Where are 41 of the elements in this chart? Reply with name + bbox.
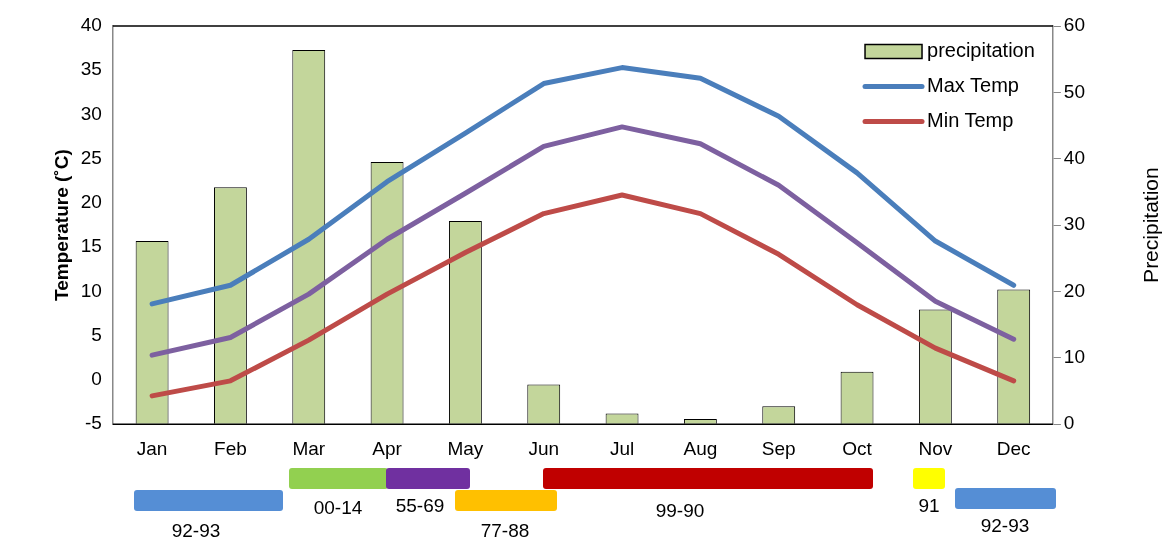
text: 00-14: [313, 496, 363, 518]
x-tick-label: Jan: [136, 437, 168, 459]
x-tick-label: Jul: [609, 437, 635, 459]
x-tick-label: Sep: [761, 437, 796, 459]
y2-tick-label: 60: [1063, 14, 1086, 36]
y-tick-label: 10: [80, 279, 102, 301]
legend-label: precipitation: [927, 39, 1035, 62]
y2-tick-label: 20: [1063, 279, 1086, 301]
x-tick-label: Jun: [528, 437, 560, 459]
y-tick-label: 35: [80, 58, 102, 80]
y2-tick-label: 0: [1063, 412, 1075, 434]
x-tick-label: May: [447, 437, 484, 459]
y-tick-label: 30: [80, 102, 102, 124]
x-tick-label: Oct: [842, 437, 873, 459]
y-tick-label: 5: [91, 323, 102, 345]
x-tick-label: Dec: [996, 437, 1031, 459]
text: 91: [918, 494, 940, 516]
y2-tick-label: 50: [1063, 80, 1086, 102]
x-tick-label: Feb: [214, 437, 247, 459]
y-tick-label: 40: [80, 14, 102, 36]
y-tick-label: 15: [80, 235, 102, 257]
text: 55-69: [395, 494, 445, 516]
y-tick-label: 0: [91, 368, 102, 390]
y2-tick-label: 40: [1063, 146, 1086, 168]
x-tick-label: Aug: [683, 437, 718, 459]
x-tick-label: Nov: [918, 437, 953, 459]
text: 99-90: [655, 499, 705, 521]
x-tick-label: Apr: [372, 437, 403, 459]
text: 77-88: [480, 519, 530, 541]
y2-tick-label: 10: [1063, 346, 1086, 368]
text: 92-93: [980, 514, 1030, 536]
y2-axis-title: Precipitation: [1138, 167, 1162, 283]
legend-label: Min Temp: [927, 109, 1014, 132]
y-tick-label: -5: [85, 412, 102, 434]
y2-tick-label: 30: [1063, 213, 1086, 235]
y-axis-title: Temperature (˚C): [50, 149, 72, 301]
y-tick-label: 25: [80, 146, 102, 168]
text: 92-93: [171, 519, 221, 541]
legend-label: Max Temp: [927, 74, 1019, 97]
y-tick-label: 20: [80, 191, 102, 213]
x-tick-label: Mar: [292, 437, 326, 459]
